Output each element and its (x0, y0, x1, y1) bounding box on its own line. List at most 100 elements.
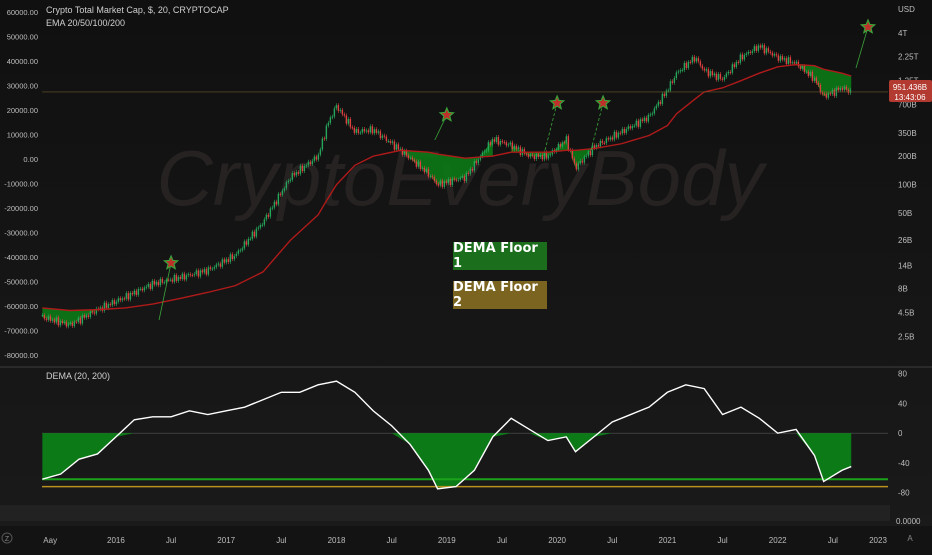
dema-y-tick-label: -80 (898, 489, 910, 498)
y-left-tick-label: -60000.00 (4, 302, 38, 311)
candle-body (221, 259, 224, 267)
candle-body (709, 71, 712, 77)
candle-body (271, 207, 274, 209)
candle-body (111, 300, 114, 306)
candle-body (357, 129, 360, 133)
candle-body (319, 149, 322, 155)
y-left-tick-label: 20000.00 (7, 106, 38, 115)
candle-body (735, 61, 738, 67)
candle-body (395, 144, 398, 150)
candle-body (41, 315, 44, 317)
candle-body (703, 68, 706, 71)
candle-body (237, 250, 240, 254)
candle-body (519, 147, 522, 155)
candle-body (577, 163, 580, 170)
candle-body (841, 88, 844, 91)
candle-body (437, 183, 440, 186)
x-tick-label: 2019 (438, 536, 456, 545)
candle-body (669, 81, 672, 91)
candle-body (349, 118, 352, 128)
candle-body (71, 322, 74, 327)
candle-body (79, 317, 82, 324)
candle-body (255, 228, 258, 237)
candle-body (307, 161, 310, 166)
candle-body (775, 54, 778, 56)
candle-body (59, 321, 62, 326)
candle-body (615, 131, 618, 138)
candle-body (231, 254, 234, 260)
candle-body (845, 86, 848, 90)
candle-body (565, 136, 568, 143)
candle-body (337, 105, 340, 111)
candle-body (197, 270, 200, 277)
candle-body (409, 157, 412, 159)
axes: 4T2.25T1.25T700B350B200B100B50B26B14B8B4… (4, 8, 918, 545)
candle-body (529, 154, 532, 157)
y-left-tick-label: -50000.00 (4, 278, 38, 287)
candle-body (715, 73, 718, 80)
zoom-label-icon: Z (5, 536, 10, 543)
candle-body (611, 137, 614, 140)
candle-body (847, 89, 850, 93)
x-tick-label: Jul (717, 536, 727, 545)
candle-body (531, 154, 534, 156)
x-tick-label: Jul (387, 536, 397, 545)
candle-body (45, 318, 48, 321)
y-left-tick-label: 40000.00 (7, 57, 38, 66)
candle-body (417, 161, 420, 167)
x-tick-label: 2023 (869, 536, 887, 545)
candle-body (711, 71, 714, 76)
candle-body (829, 93, 832, 95)
auto-scale-icon[interactable]: A (907, 534, 913, 543)
candle-body (505, 142, 508, 146)
candle-body (779, 56, 782, 61)
candle-body (139, 288, 142, 290)
candle-body (467, 172, 470, 174)
candle-body (205, 269, 208, 275)
candle-body (93, 312, 96, 314)
candle-body (419, 161, 422, 170)
y-left-tick-label: 10000.00 (7, 131, 38, 140)
y-left-tick-label: -70000.00 (4, 327, 38, 336)
candle-body (511, 142, 514, 150)
study-title: EMA 20/50/100/200 (46, 18, 125, 28)
candle-body (421, 167, 424, 170)
candle-body (119, 298, 122, 301)
candle-body (827, 93, 830, 98)
y-right-tick-label: 700B (898, 101, 917, 110)
candle-body (639, 119, 642, 127)
candle-body (795, 61, 798, 64)
candle-body (371, 126, 374, 134)
candle-body (749, 51, 752, 53)
candle-body (699, 61, 702, 66)
candle-body (681, 70, 684, 72)
candle-body (169, 279, 172, 281)
candle-body (601, 140, 604, 143)
candle-body (663, 93, 666, 96)
candle-body (667, 90, 670, 92)
y-right-tick-label: 100B (898, 181, 917, 190)
candle-body (631, 125, 634, 129)
y-right-tick-label: 350B (898, 129, 917, 138)
candle-body (465, 172, 468, 182)
zoom-reset-icon[interactable] (1, 532, 13, 544)
candle-body (785, 58, 788, 64)
candle-body (825, 94, 828, 98)
candle-body (387, 140, 390, 142)
candle-body (121, 298, 124, 301)
candle-body (791, 62, 794, 64)
candle-body (695, 58, 698, 62)
dema-y-tick-label: -40 (898, 459, 910, 468)
candle-body (285, 182, 288, 189)
candle-body (687, 61, 690, 68)
candle-body (99, 307, 102, 310)
candle-body (517, 147, 520, 150)
candle-body (813, 77, 816, 81)
candle-body (385, 136, 388, 142)
legend-floor2: DEMA Floor 2 (453, 280, 547, 310)
candle-body (257, 227, 260, 229)
candle-body (705, 69, 708, 71)
candle-body (605, 138, 608, 144)
star-guide-line (544, 102, 558, 151)
